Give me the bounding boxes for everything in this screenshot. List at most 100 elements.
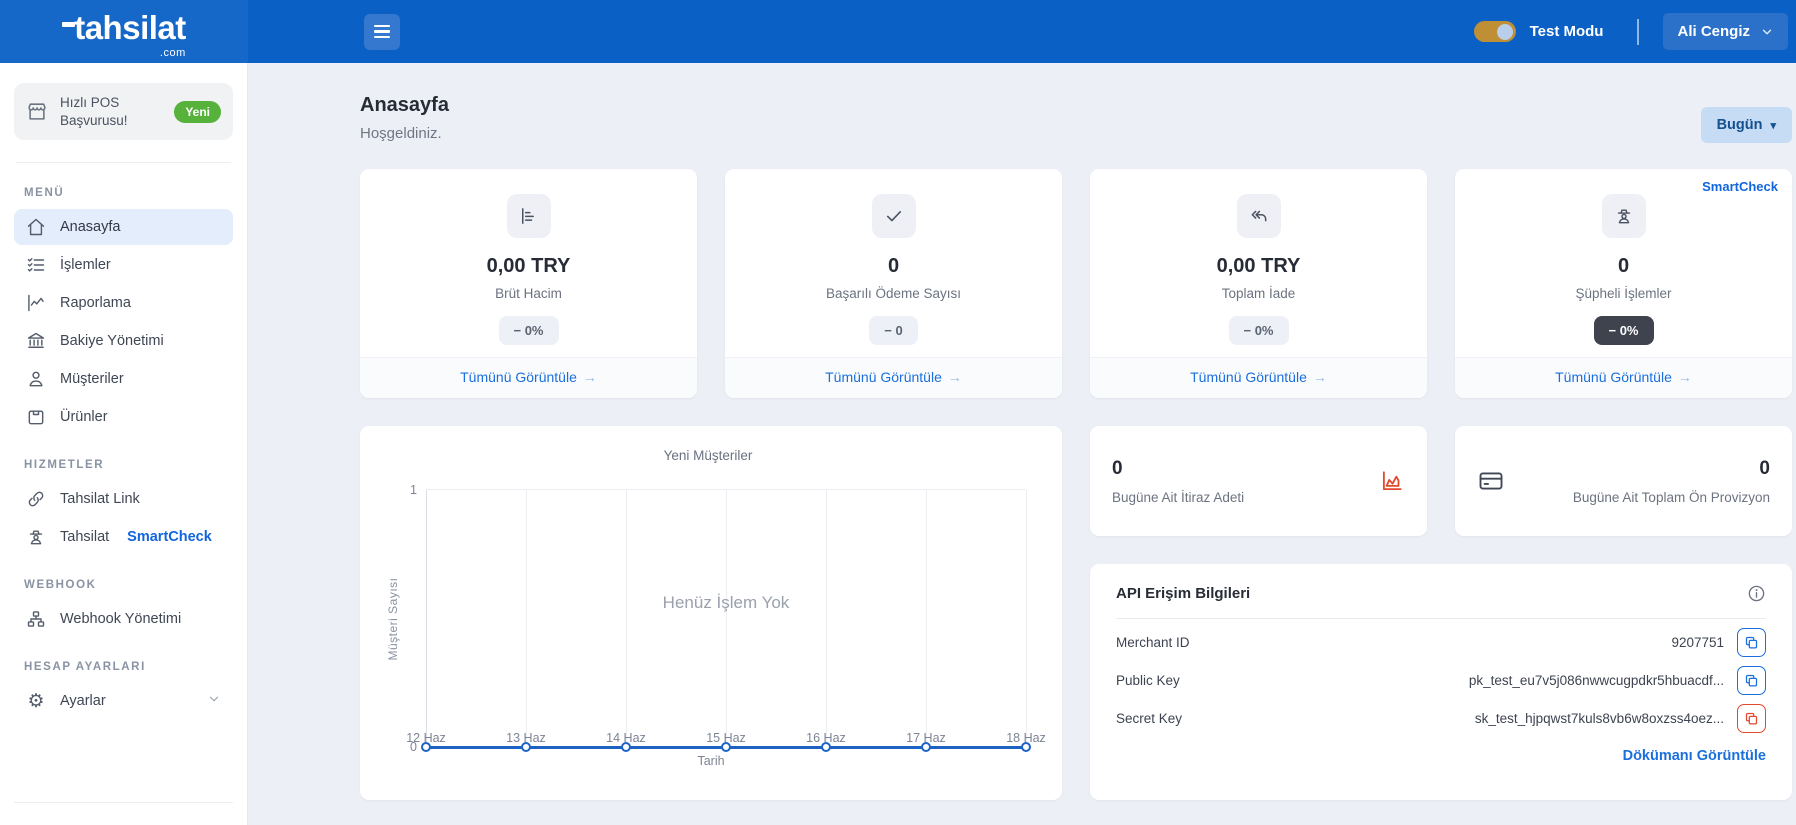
mini-card-label: Bugüne Ait Toplam Ön Provizyon xyxy=(1572,489,1770,505)
sidebar-item-label: Tahsilat Link xyxy=(60,491,140,508)
topbar-right: Test Modu Ali Cengiz xyxy=(1473,13,1788,50)
sidebar-item-raporlama[interactable]: Raporlama xyxy=(14,285,233,321)
stat-label: Brüt Hacim xyxy=(495,286,562,301)
view-all-link[interactable]: Tümünü Görüntüle → xyxy=(1555,369,1692,385)
disputes-today-card: 0 Bugüne Ait İtiraz Adeti xyxy=(1090,426,1427,536)
sidebar-item-musteriler[interactable]: Müşteriler xyxy=(14,361,233,397)
x-axis-tick: 13 Haz xyxy=(506,731,546,745)
y-axis-tick-max: 1 xyxy=(410,483,417,497)
logo-dash-icon xyxy=(62,21,76,27)
test-mode-label: Test Modu xyxy=(1529,23,1604,40)
y-axis-tick-min: 0 xyxy=(410,740,417,754)
pos-application-card[interactable]: Hızlı POS Başvurusu! Yeni xyxy=(14,83,233,141)
view-all-link[interactable]: Tümünü Görüntüle → xyxy=(460,369,597,385)
view-all-link[interactable]: Tümünü Görüntüle → xyxy=(1190,369,1327,385)
stat-delta-badge: − 0 xyxy=(869,316,918,345)
preauth-today-card: 0 Bugüne Ait Toplam Ön Provizyon xyxy=(1455,426,1792,536)
x-axis-tick: 18 Haz xyxy=(1006,731,1046,745)
sidebar-item-tahsilat-smartcheck[interactable]: Tahsilat SmartCheck xyxy=(14,519,233,555)
x-axis-ticks: 12 Haz 13 Haz 14 Haz 15 Haz 16 Haz 17 Ha… xyxy=(406,731,1046,747)
view-all-link[interactable]: Tümünü Görüntüle → xyxy=(825,369,962,385)
sidebar-item-tahsilat-link[interactable]: Tahsilat Link xyxy=(14,481,233,517)
period-selector-button[interactable]: Bugün ▾ xyxy=(1700,107,1792,143)
stat-card-supheli-islemler: SmartCheck 0 Şüpheli İşlemler − 0% Tümün… xyxy=(1455,169,1792,398)
bar-chart-icon xyxy=(521,208,534,224)
api-row-public-key: Public Key pk_test_eu7v5j086nwwcugpdkr5h… xyxy=(1116,666,1766,695)
info-icon xyxy=(1748,585,1765,602)
sidebar-item-ayarlar[interactable]: ⚙ Ayarlar xyxy=(14,683,233,719)
credit-card-icon xyxy=(1479,472,1503,490)
check-icon xyxy=(886,211,901,222)
page-subtitle: Hoşgeldiniz. xyxy=(360,125,442,142)
sidebar-item-label: İşlemler xyxy=(60,257,111,274)
new-customers-chart-card: Yeni Müşteriler 1 0 Müşteri Sayısı Henüz… xyxy=(360,426,1062,800)
x-axis-tick: 16 Haz xyxy=(806,731,846,745)
view-documentation-link[interactable]: Dökümanı Görüntüle xyxy=(1622,748,1766,764)
period-label: Bugün xyxy=(1716,117,1763,133)
stats-grid: 0,00 TRY Brüt Hacim − 0% Tümünü Görüntül… xyxy=(360,169,1792,398)
chart-data-point xyxy=(820,742,831,752)
promo-line1: Hızlı POS xyxy=(60,95,120,110)
stat-value: 0 xyxy=(887,255,900,277)
stat-label: Şüpheli İşlemler xyxy=(1575,286,1672,301)
arrow-right-icon: → xyxy=(947,369,962,385)
stat-value: 0 xyxy=(1617,255,1630,277)
products-icon xyxy=(26,407,46,427)
arrow-right-icon: → xyxy=(582,369,597,385)
api-row-value: pk_test_eu7v5j086nwwcugpdkr5hbuacdf... xyxy=(1468,673,1724,688)
stat-value: 0,00 TRY xyxy=(486,255,571,277)
sidebar-toggle-button[interactable] xyxy=(364,13,400,50)
x-axis-tick: 15 Haz xyxy=(706,731,746,745)
sidebar-item-label: Webhook Yönetimi xyxy=(60,611,182,628)
sidebar-item-islemler[interactable]: İşlemler xyxy=(14,247,233,283)
y-axis-label: Müşteri Sayısı xyxy=(386,576,400,661)
stat-value: 0,00 TRY xyxy=(1216,255,1301,277)
mini-card-value: 0 xyxy=(1112,457,1123,479)
chart-plot-area: 1 0 Müşteri Sayısı Henüz İşlem Yok xyxy=(386,483,1031,754)
services-section-label: HIZMETLER xyxy=(24,459,105,472)
brand-logo[interactable]: tahsilat .com xyxy=(62,9,186,59)
sidebar-item-label: Raporlama xyxy=(60,295,131,312)
user-name: Ali Cengiz xyxy=(1677,23,1750,40)
info-button[interactable] xyxy=(1747,584,1766,603)
sidebar-bottom-divider xyxy=(14,802,233,803)
stat-label: Başarılı Ödeme Sayısı xyxy=(825,286,962,301)
network-icon xyxy=(26,609,46,629)
api-card-title: API Erişim Bilgileri xyxy=(1116,585,1251,602)
sidebar: Hızlı POS Başvurusu! Yeni MENÜ Anasayfa … xyxy=(0,63,248,825)
copy-merchant-id-button[interactable] xyxy=(1737,628,1766,657)
copy-public-key-button[interactable] xyxy=(1737,666,1766,695)
sidebar-item-bakiye-yonetimi[interactable]: Bakiye Yönetimi xyxy=(14,323,233,359)
sidebar-item-webhook-yonetimi[interactable]: Webhook Yönetimi xyxy=(14,601,233,637)
chart-empty-state: Henüz İşlem Yok xyxy=(662,593,790,613)
arrow-right-icon: → xyxy=(1677,369,1692,385)
account-section-label: HESAP AYARLARI xyxy=(24,661,146,674)
chevron-down-icon xyxy=(207,692,221,710)
copy-secret-key-button[interactable] xyxy=(1737,704,1766,733)
sidebar-item-label: Ürünler xyxy=(60,409,108,426)
api-access-card: API Erişim Bilgileri Merchant ID 9207751… xyxy=(1090,564,1792,800)
user-menu-button[interactable]: Ali Cengiz xyxy=(1663,13,1788,50)
smartcheck-tag: SmartCheck xyxy=(1702,179,1778,194)
sidebar-item-label: Bakiye Yönetimi xyxy=(60,333,164,350)
bottom-grid: Yeni Müşteriler 1 0 Müşteri Sayısı Henüz… xyxy=(360,426,1792,800)
x-axis-label: Tarih xyxy=(697,754,725,768)
api-divider xyxy=(1116,618,1766,619)
y-axis-line xyxy=(426,490,427,747)
sidebar-item-anasayfa[interactable]: Anasayfa xyxy=(14,209,233,246)
refund-icon xyxy=(1251,210,1266,222)
mini-card-label: Bugüne Ait İtiraz Adeti xyxy=(1112,489,1245,505)
chart-data-point xyxy=(520,742,531,752)
copy-icon xyxy=(1745,636,1758,649)
stat-card-toplam-iade: 0,00 TRY Toplam İade − 0% Tümünü Görüntü… xyxy=(1090,169,1427,398)
test-mode-toggle[interactable] xyxy=(1473,21,1516,42)
main-content: Anasayfa Hoşgeldiniz. Bugün ▾ 0,00 TRY B… xyxy=(248,63,1796,825)
gear-icon: ⚙ xyxy=(27,690,45,712)
sidebar-item-urunler[interactable]: Ürünler xyxy=(14,399,233,435)
chart-data-point xyxy=(421,742,431,752)
bank-icon xyxy=(26,331,46,351)
sidebar-item-accent-label: SmartCheck xyxy=(127,529,212,546)
api-row-merchant-id: Merchant ID 9207751 xyxy=(1116,628,1766,657)
home-icon xyxy=(26,217,46,237)
link-icon xyxy=(26,489,46,509)
